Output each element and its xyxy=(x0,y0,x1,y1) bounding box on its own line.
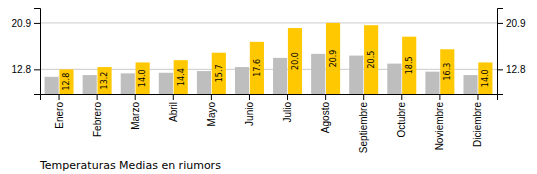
x-tick-mark xyxy=(249,94,250,100)
bar xyxy=(159,73,173,94)
x-tick-mark xyxy=(59,94,60,100)
x-tick-label: Marzo xyxy=(130,102,141,130)
x-axis-line xyxy=(41,95,498,101)
x-tick-label: Junio xyxy=(244,102,255,126)
bar-series xyxy=(59,23,492,94)
x-tick: Mayo xyxy=(206,94,217,126)
x-tick-label: Enero xyxy=(54,102,65,129)
x-tick-mark xyxy=(287,94,288,100)
bar xyxy=(364,25,378,94)
x-tick-label: Octubre xyxy=(396,102,407,138)
x-tick: Febrero xyxy=(92,94,103,137)
x-tick-mark xyxy=(173,94,174,100)
data-label: 13.2 xyxy=(100,72,109,90)
y2-tick-mark xyxy=(497,23,503,24)
x-tick: Julio xyxy=(282,94,293,123)
bar xyxy=(463,75,477,94)
bar xyxy=(45,77,59,94)
x-tick: Septiembre xyxy=(358,94,369,153)
y-tick-mark xyxy=(34,23,40,24)
data-label: 14.0 xyxy=(481,69,490,87)
bar xyxy=(83,75,97,94)
data-label: 15.7 xyxy=(215,64,224,82)
grid xyxy=(40,23,497,69)
x-tick: Abril xyxy=(168,94,179,122)
y-axis-line xyxy=(34,9,41,95)
x-tick: Noviembre xyxy=(434,94,445,150)
bar xyxy=(174,60,188,94)
data-labels: 12.8 13.2 14.0 14.4 15.7 17.6 20.0 20.9 20.5 18.5… xyxy=(62,50,490,91)
bars xyxy=(45,23,493,94)
x-tick-mark xyxy=(401,94,402,100)
bar xyxy=(273,58,287,94)
data-label: 17.6 xyxy=(253,59,262,77)
data-label: 20.0 xyxy=(291,52,300,70)
x-tick: Agosto xyxy=(320,94,331,133)
x-tick-label: Mayo xyxy=(206,102,217,127)
y-tick-label: 12.8 xyxy=(12,64,32,75)
data-label: 12.8 xyxy=(62,73,71,91)
y2-tick-label: 12.8 xyxy=(506,64,526,75)
bar xyxy=(136,62,150,94)
x-tick-label: Noviembre xyxy=(434,102,445,151)
y2-tick-label: 20.9 xyxy=(506,18,526,29)
y2-tick: 12.8 xyxy=(497,64,526,75)
bar xyxy=(97,67,111,94)
data-label: 20.9 xyxy=(329,50,338,68)
title: Temperaturas Medias en riumors xyxy=(39,159,221,172)
bar xyxy=(235,67,249,94)
y2-tick: 20.9 xyxy=(497,18,526,29)
x-tick-label: Febrero xyxy=(92,102,103,137)
x-tick-mark xyxy=(97,94,98,100)
y-tick-mark xyxy=(34,69,40,70)
bar xyxy=(288,28,302,94)
bar xyxy=(311,54,325,94)
data-label: 14.4 xyxy=(177,68,186,86)
y-tick-label: 20.9 xyxy=(12,18,32,29)
x-tick-mark xyxy=(325,94,326,100)
plot: 12.8 20.9 12.8 20.9 Enero Febrero Marzo Abril Ma… xyxy=(12,9,526,154)
bar xyxy=(59,69,73,94)
x-tick-label: Julio xyxy=(282,102,293,123)
x-tick: Marzo xyxy=(130,94,141,130)
x-tick-mark xyxy=(477,94,478,100)
y-tick: 12.8 xyxy=(12,64,40,75)
bar xyxy=(440,49,454,94)
bar xyxy=(402,37,416,94)
x-axis: Enero Febrero Marzo Abril Mayo Junio Julio Agos… xyxy=(41,94,498,153)
data-label: 14.0 xyxy=(138,69,147,87)
data-label: 20.5 xyxy=(367,51,376,69)
x-tick-mark xyxy=(211,94,212,100)
y-tick: 20.9 xyxy=(12,18,40,29)
bar xyxy=(425,72,439,94)
bar xyxy=(326,23,340,94)
y-axis: 12.8 20.9 xyxy=(12,9,41,95)
x-tick-mark xyxy=(135,94,136,100)
x-tick: Diciembre xyxy=(472,94,483,147)
bar xyxy=(387,64,401,94)
x-tick-label: Agosto xyxy=(320,102,331,134)
data-label: 16.3 xyxy=(443,63,452,81)
y2-axis: 12.8 20.9 xyxy=(497,9,526,95)
x-tick: Octubre xyxy=(396,94,407,138)
x-tick-mark xyxy=(439,94,440,100)
bar xyxy=(349,56,363,94)
x-tick-label: Diciembre xyxy=(472,102,483,147)
bar xyxy=(250,42,264,94)
chart: 12.8 20.9 12.8 20.9 Enero Febrero Marzo Abril Ma… xyxy=(0,0,537,174)
x-tick: Enero xyxy=(54,94,65,129)
x-tick-label: Abril xyxy=(168,102,179,122)
data-label: 18.5 xyxy=(405,56,414,74)
x-tick: Junio xyxy=(244,94,255,126)
x-tick-label: Septiembre xyxy=(358,102,369,154)
y2-tick-mark xyxy=(497,69,503,70)
bar xyxy=(121,73,135,94)
grid-line xyxy=(40,22,497,23)
bar xyxy=(197,71,211,94)
y2-axis-line xyxy=(498,9,504,95)
bar xyxy=(478,62,492,94)
bar xyxy=(212,53,226,94)
x-tick-mark xyxy=(363,94,364,100)
